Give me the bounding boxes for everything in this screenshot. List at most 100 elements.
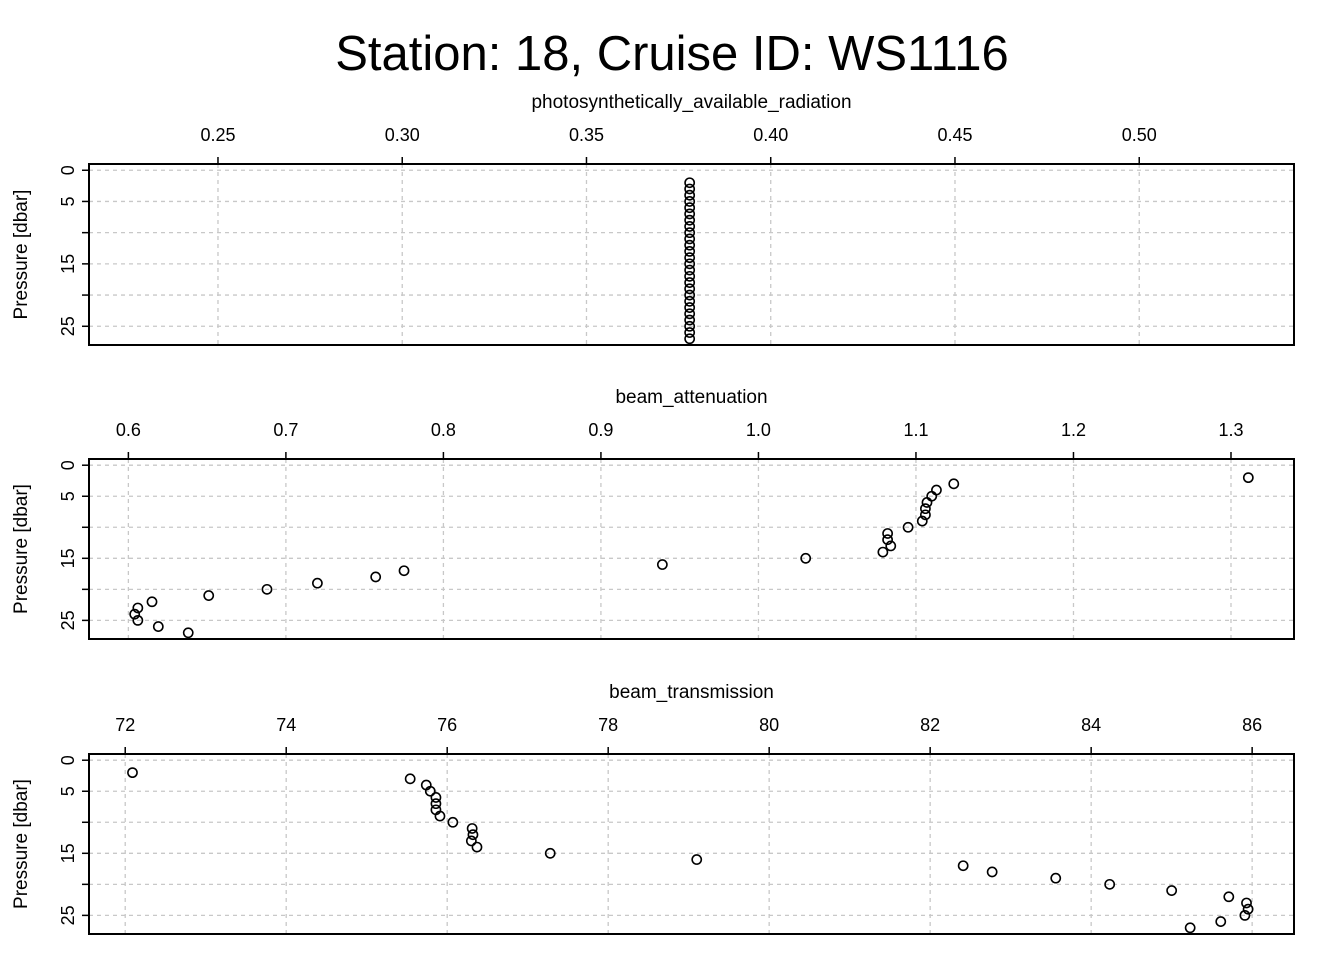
data-point: [684, 320, 696, 332]
data-point: [467, 829, 479, 841]
data-point: [684, 202, 696, 214]
data-point: [261, 583, 273, 595]
y-tick-label: 25: [58, 316, 78, 336]
data-point: [986, 866, 998, 878]
y-tick-label: 25: [58, 610, 78, 630]
data-point: [471, 841, 483, 853]
x-tick-label: 0.8: [431, 420, 456, 440]
data-point: [920, 509, 931, 521]
data-point: [684, 221, 696, 232]
y-axis-label: Pressure [dbar]: [11, 484, 32, 614]
x-tick-label: 0.40: [753, 125, 788, 145]
data-point: [430, 792, 442, 803]
x-axis-label: beam_attenuation: [615, 387, 767, 408]
panel-2: 0.6 0.7 0.8 0.9 1.0 1.1 1.2 1.3 0 5 15 25 beam_atten…: [11, 387, 1295, 640]
data-point: [1242, 472, 1254, 484]
data-point: [129, 608, 141, 620]
data-point: [684, 208, 696, 220]
data-point: [684, 214, 696, 226]
data-point: [684, 264, 696, 276]
y-tick-label: 0: [58, 755, 78, 765]
data-point: [424, 785, 436, 797]
data-point: [1242, 903, 1254, 915]
data-point: [430, 798, 442, 810]
data-point: [684, 183, 696, 195]
data-point: [882, 528, 894, 539]
data-point: [684, 270, 696, 282]
data-point: [916, 515, 928, 527]
x-tick-label: 1.2: [1061, 420, 1086, 440]
y-axis-label: Pressure [dbar]: [11, 190, 32, 320]
data-point: [684, 333, 696, 345]
plot-frame: [88, 458, 1295, 640]
x-tick-label: 1.1: [903, 420, 928, 440]
data-point: [684, 308, 696, 320]
data-point: [152, 621, 164, 632]
y-tick-label: 5: [58, 491, 78, 501]
y-tick-label: 5: [58, 196, 78, 206]
data-point: [920, 503, 931, 515]
data-point: [1104, 878, 1116, 890]
data-point: [1215, 916, 1227, 927]
x-axis-label: beam_transmission: [609, 682, 774, 703]
data-point: [656, 559, 668, 570]
data-point: [885, 540, 897, 552]
plot-frame: [88, 163, 1295, 346]
data-point: [882, 534, 894, 546]
data-point: [948, 478, 960, 490]
data-point: [957, 860, 969, 872]
data-point: [1184, 922, 1196, 934]
data-point: [127, 767, 138, 779]
data-point: [1241, 897, 1252, 909]
data-point: [465, 835, 477, 847]
data-point: [684, 177, 696, 189]
data-point: [404, 773, 416, 785]
data-point: [1239, 909, 1251, 921]
x-tick-label: 1.0: [746, 420, 771, 440]
x-tick-label: 0.9: [588, 420, 613, 440]
data-point: [931, 484, 942, 496]
y-tick-label: 15: [58, 254, 78, 274]
x-tick-label: 0.45: [937, 125, 972, 145]
data-point: [311, 577, 323, 589]
data-point: [684, 196, 696, 207]
data-point: [800, 552, 812, 564]
data-point: [182, 627, 194, 639]
y-tick-label: 15: [58, 548, 78, 568]
data-point: [684, 258, 696, 270]
x-tick-label: 0.7: [273, 420, 298, 440]
data-point: [877, 546, 889, 558]
data-point: [684, 302, 696, 313]
data-point: [684, 252, 696, 264]
y-tick-label: 5: [58, 786, 78, 796]
data-point: [902, 521, 914, 533]
x-tick-label: 0.6: [116, 420, 141, 440]
data-point: [684, 289, 696, 301]
data-point: [434, 810, 446, 822]
data-point: [447, 816, 459, 828]
data-point: [684, 189, 696, 201]
panel-1: 0.25 0.30 0.35 0.40 0.45 0.50 0 5 15 25 photosynth…: [11, 92, 1295, 346]
data-point: [132, 602, 144, 614]
data-point: [370, 571, 382, 583]
y-tick-label: 0: [58, 165, 78, 175]
data-point: [684, 227, 696, 239]
x-tick-label: 1.3: [1218, 420, 1243, 440]
data-point: [684, 327, 696, 338]
x-tick-label: 72: [115, 715, 135, 735]
data-point: [203, 590, 215, 601]
figure-title: Station: 18, Cruise ID: WS1116: [335, 27, 1009, 81]
x-tick-label: 78: [598, 715, 618, 735]
x-tick-label: 82: [920, 715, 940, 735]
x-tick-label: 80: [759, 715, 779, 735]
data-point: [684, 277, 696, 288]
x-tick-label: 86: [1242, 715, 1262, 735]
x-tick-label: 84: [1081, 715, 1101, 735]
y-axis-label: Pressure [dbar]: [11, 779, 32, 909]
data-point: [691, 854, 703, 865]
data-point: [684, 283, 696, 295]
x-axis-label: photosynthetically_available_radiation: [531, 92, 851, 113]
panels: 0.25 0.30 0.35 0.40 0.45 0.50 0 5 15 25 photosynth…: [11, 92, 1295, 935]
x-tick-label: 76: [437, 715, 457, 735]
x-tick-label: 0.25: [200, 125, 235, 145]
